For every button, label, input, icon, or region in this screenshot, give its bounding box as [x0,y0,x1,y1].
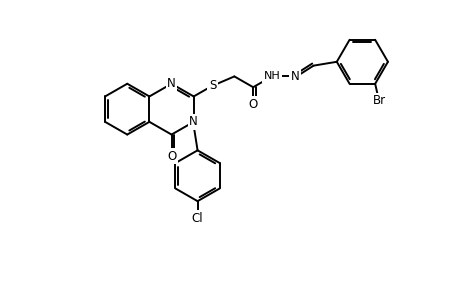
Text: NH: NH [263,71,280,81]
Text: N: N [290,70,298,83]
Text: Cl: Cl [191,212,203,225]
Text: N: N [189,116,198,128]
Text: N: N [167,77,175,90]
Text: O: O [248,98,257,111]
Text: S: S [208,79,216,92]
Text: O: O [167,150,176,163]
Text: Br: Br [372,94,385,107]
